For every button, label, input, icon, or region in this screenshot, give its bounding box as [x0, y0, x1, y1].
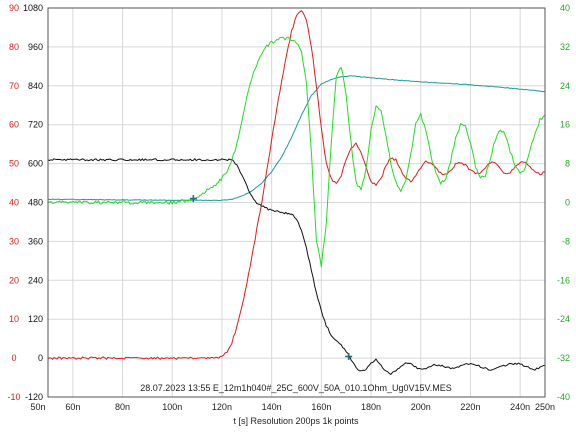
green-axis-tick-label: 24 — [560, 81, 570, 91]
green-axis-tick-label: -32 — [557, 353, 570, 363]
red-axis-tick-label: 50 — [9, 159, 19, 169]
black-axis-tick-label: 960 — [28, 42, 43, 52]
x-tick-label: 220n — [460, 402, 480, 412]
series-markers — [189, 195, 353, 360]
green-axis-tick-label: 32 — [560, 42, 570, 52]
x-axis-label: t [s] Resolution 200ps 1k points — [233, 416, 359, 426]
x-tick-label: 250n — [535, 402, 555, 412]
red-axis-tick-label: 70 — [9, 81, 19, 91]
green-axis-tick-label: 8 — [565, 159, 570, 169]
series-lines — [47, 10, 546, 375]
red-axis-tick-label: 80 — [9, 42, 19, 52]
red-axis-tick-label: 60 — [9, 120, 19, 130]
black-axis-tick-label: 120 — [28, 314, 43, 324]
x-tick-label: 50n — [30, 402, 45, 412]
red-axis-tick-label: 90 — [9, 3, 19, 13]
red-axis-tick-label: 0 — [11, 353, 16, 363]
trace-marker — [189, 195, 197, 203]
x-tick-label: 240n — [510, 402, 530, 412]
black-axis-tick-label: 840 — [28, 81, 43, 91]
x-tick-label: 120n — [212, 402, 232, 412]
x-tick-label: 140n — [262, 402, 282, 412]
chart-annotation: 28.07.2023 13:55 E_12m1h040#_25C_600V_50… — [140, 383, 451, 393]
green-axis-tick-label: 0 — [565, 198, 570, 208]
x-tick-label: 100n — [162, 402, 182, 412]
black-axis-tick-label: 0 — [38, 353, 43, 363]
series-line-3 — [47, 75, 546, 201]
red-axis-tick-label: 30 — [9, 236, 19, 246]
black-axis-tick-label: 360 — [28, 236, 43, 246]
red-axis-tick-label: 40 — [9, 198, 19, 208]
left-red-tick-labels: -10 0 10 20 30 40 50 60 70 80 90 — [7, 3, 20, 402]
series-line-2 — [47, 36, 546, 268]
x-tick-labels: 50n 60n 80n 100n 120n 140n 160n 180n 200n 220n 240… — [30, 402, 555, 412]
green-axis-tick-label: 40 — [560, 3, 570, 13]
black-axis-tick-label: 1080 — [23, 3, 43, 13]
black-axis-tick-label: -120 — [25, 392, 43, 402]
x-tick-label: 80n — [115, 402, 130, 412]
green-axis-tick-label: 16 — [560, 120, 570, 130]
right-green-tick-labels: -40 -32 -24 -16 -8 0 8 16 24 32 40 — [557, 3, 570, 402]
series-line-0 — [47, 10, 546, 360]
x-tick-label: 160n — [311, 402, 331, 412]
red-axis-tick-label: 20 — [9, 275, 19, 285]
left-black-tick-labels: -120 0 120 240 360 480 600 720 840 960 1080 — [23, 3, 43, 402]
black-axis-tick-label: 720 — [28, 120, 43, 130]
x-tick-label: 180n — [361, 402, 381, 412]
red-axis-tick-label: -10 — [7, 392, 20, 402]
x-tick-label: 60n — [65, 402, 80, 412]
green-axis-tick-label: -40 — [557, 392, 570, 402]
black-axis-tick-label: 480 — [28, 198, 43, 208]
series-line-1 — [47, 158, 546, 375]
trace-marker — [345, 352, 353, 360]
x-tick-label: 200n — [411, 402, 431, 412]
black-axis-tick-label: 240 — [28, 275, 43, 285]
red-axis-tick-label: 10 — [9, 314, 19, 324]
black-axis-tick-label: 600 — [28, 159, 43, 169]
green-axis-tick-label: -8 — [562, 236, 570, 246]
green-axis-tick-label: -24 — [557, 314, 570, 324]
plot-frame — [47, 7, 546, 398]
green-axis-tick-label: -16 — [557, 275, 570, 285]
